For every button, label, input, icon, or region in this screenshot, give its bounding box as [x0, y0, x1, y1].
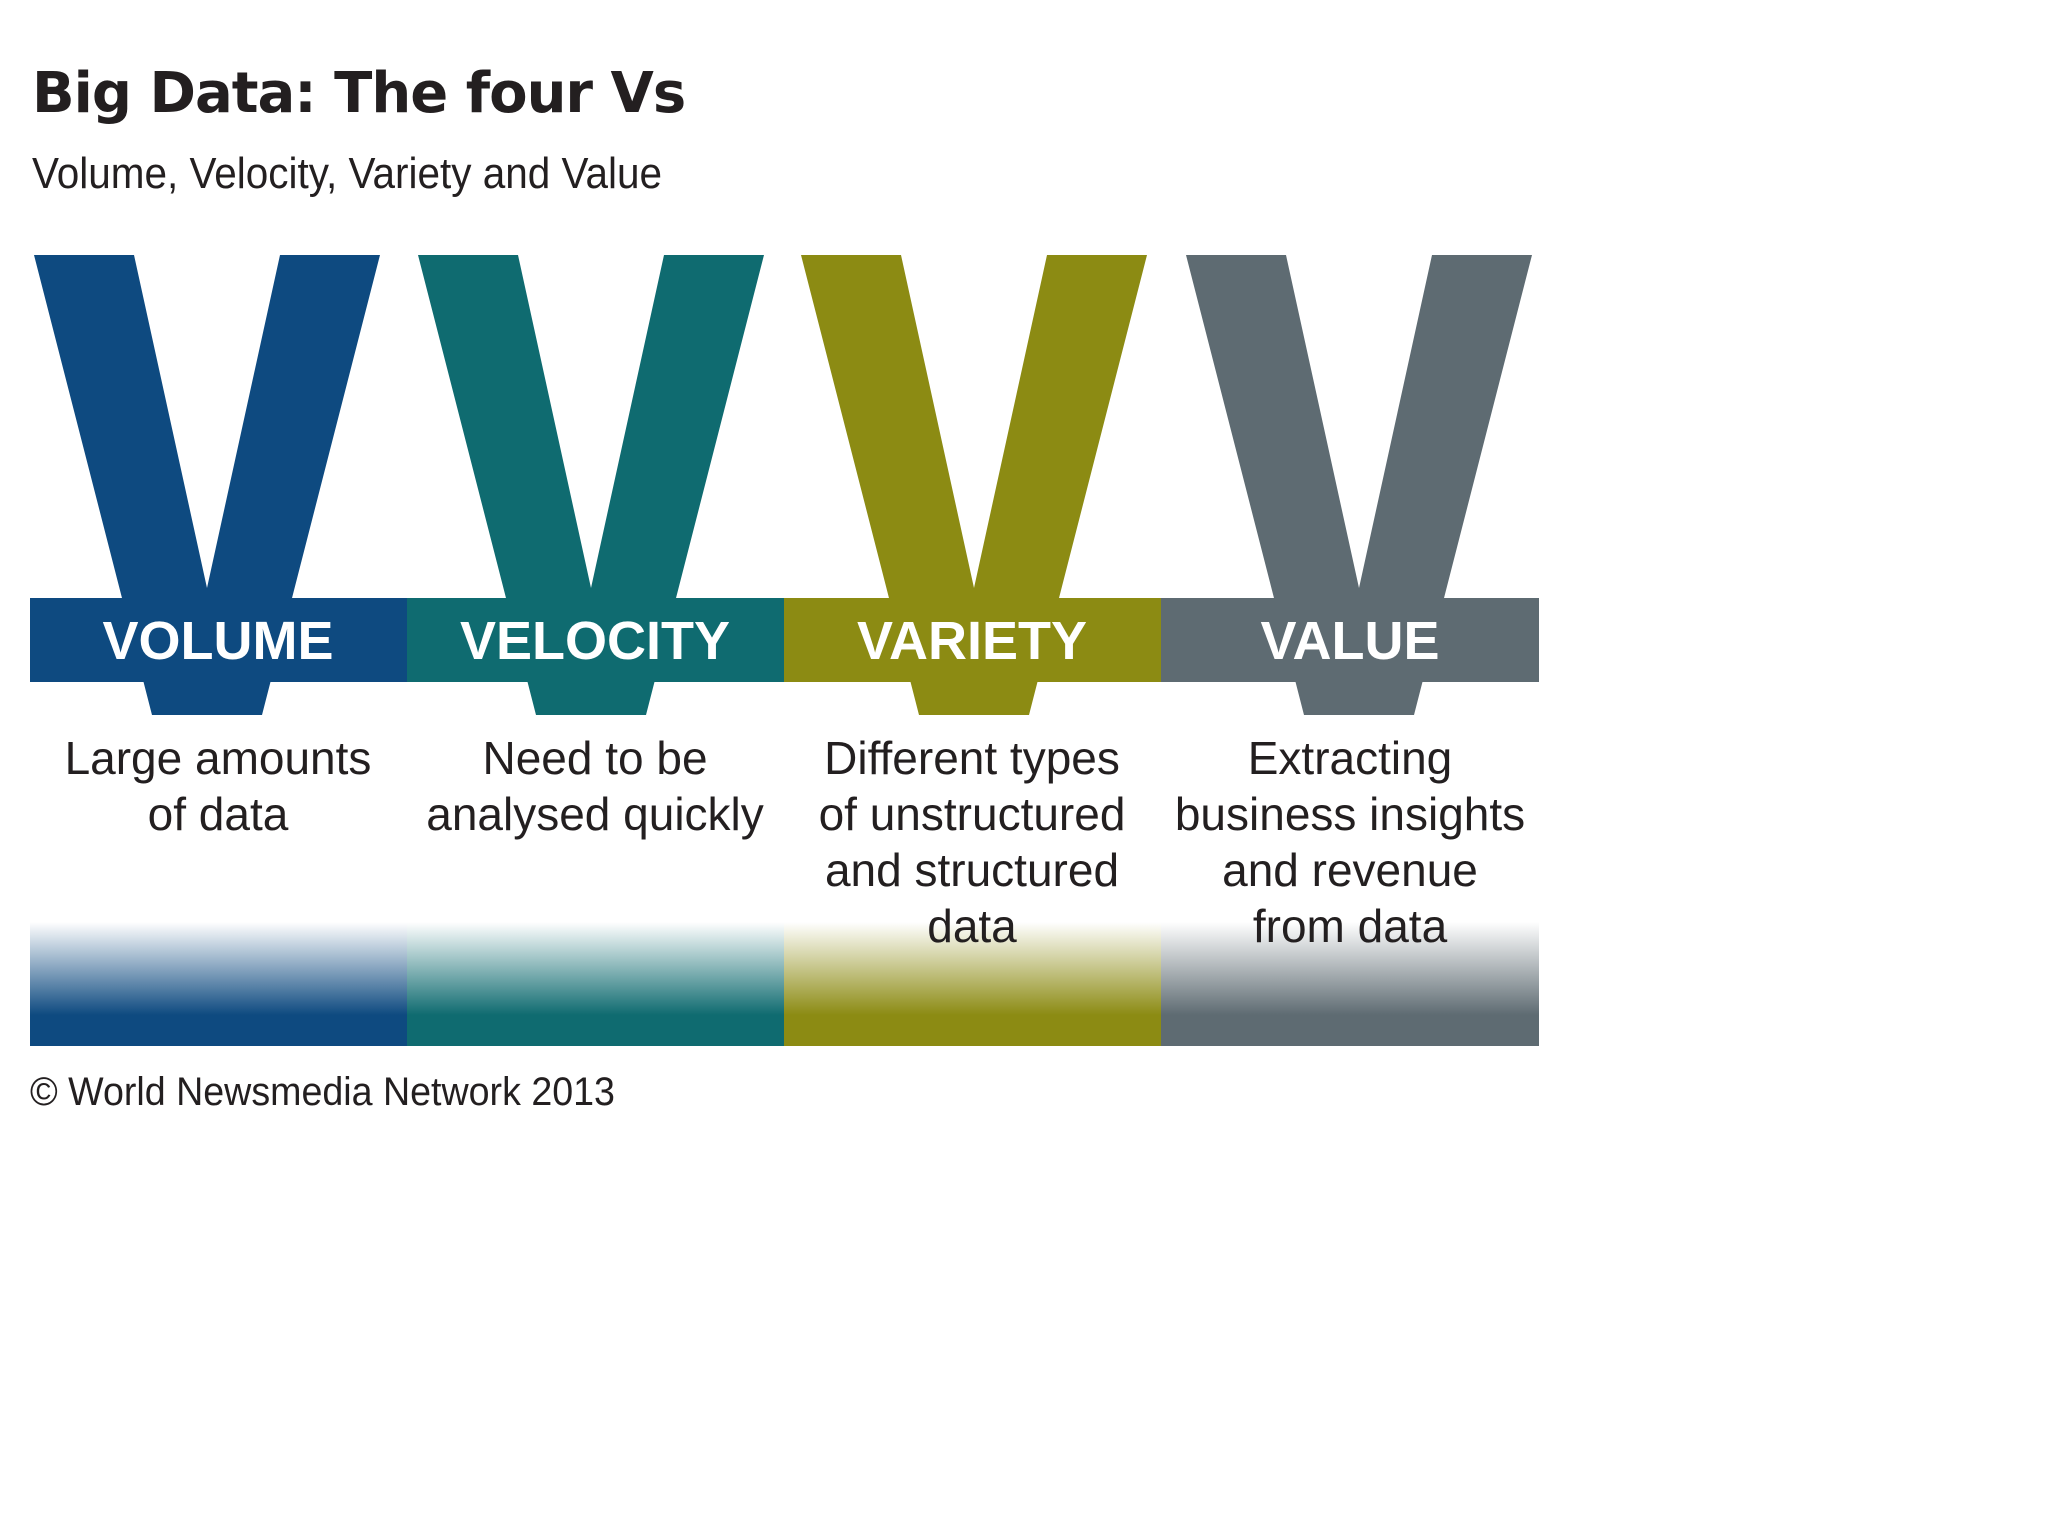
v-column-volume: VOLUME [30, 255, 407, 1046]
four-vs-graphic: VOLUME VELOCITY VARIETY VALUE [30, 255, 1539, 1046]
volume-v-shape [34, 255, 380, 715]
volume-description: Large amounts of data [33, 730, 403, 842]
v-column-velocity: VELOCITY [407, 255, 784, 1046]
value-label-band [1161, 598, 1539, 682]
value-description-line: Extracting [1247, 732, 1453, 784]
variety-gradient-bar [784, 922, 1161, 1046]
v-column-variety: VARIETY [784, 255, 1161, 1046]
value-description-line: from data [1252, 900, 1448, 952]
variety-description-line: data [927, 900, 1017, 952]
variety-v-shape [801, 255, 1147, 715]
volume-description-line: of data [147, 788, 289, 840]
volume-gradient-bar [30, 922, 407, 1046]
copyright-notice: © World Newsmedia Network 2013 [30, 1070, 615, 1114]
value-label: VALUE [1260, 611, 1439, 671]
velocity-gradient-bar [407, 922, 784, 1046]
variety-description-line: of unstructured [818, 788, 1126, 840]
velocity-description: Need to be analysed quickly [410, 730, 780, 842]
variety-label-band [784, 598, 1161, 682]
variety-label: VARIETY [857, 611, 1087, 671]
velocity-v-shape [418, 255, 764, 715]
volume-label-band [30, 598, 407, 682]
value-description-line: and revenue [1222, 844, 1478, 896]
variety-description: Different types of unstructured and stru… [787, 730, 1157, 954]
v-column-value: VALUE [1161, 255, 1539, 1046]
velocity-description-line: analysed quickly [426, 788, 764, 840]
variety-description-line: Different types [824, 732, 1120, 784]
velocity-label-band [407, 598, 784, 682]
page-subtitle: Volume, Velocity, Variety and Value [32, 149, 663, 198]
volume-label: VOLUME [102, 611, 333, 671]
volume-description-line: Large amounts [64, 732, 372, 784]
value-gradient-bar [1161, 922, 1539, 1046]
value-description: Extracting business insights and revenue… [1165, 730, 1535, 954]
velocity-description-line: Need to be [482, 732, 708, 784]
value-v-shape [1186, 255, 1532, 715]
value-description-line: business insights [1174, 788, 1526, 840]
variety-description-line: and structured [824, 844, 1120, 896]
velocity-label: VELOCITY [460, 611, 730, 671]
page-title: Big Data: The four Vs [32, 61, 686, 126]
